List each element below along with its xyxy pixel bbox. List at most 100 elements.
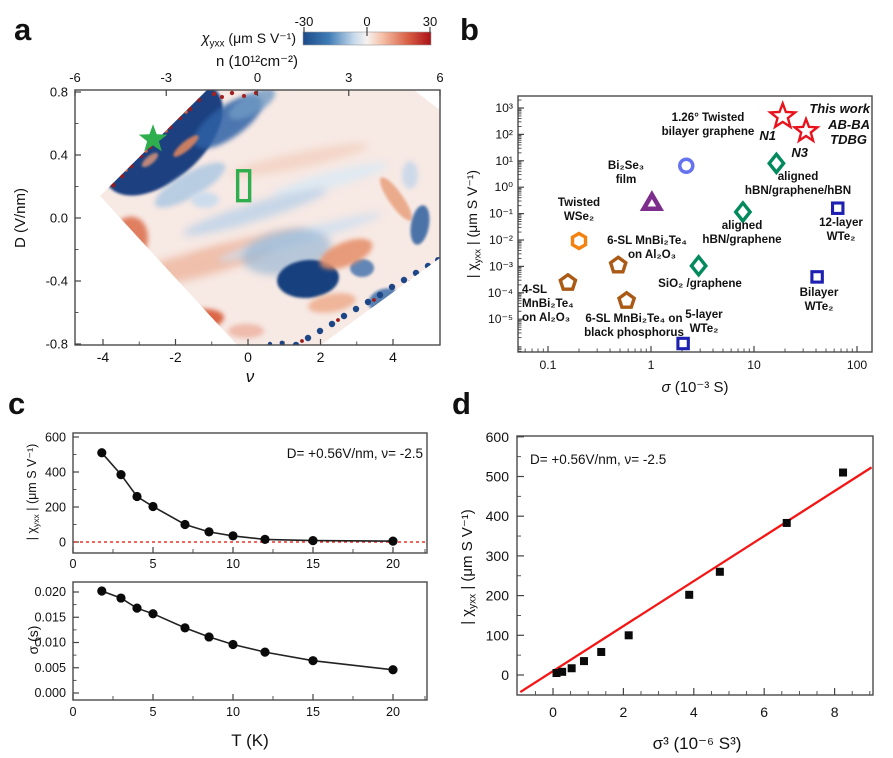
c-bottom-x-tick-label: 5 <box>149 705 156 719</box>
b-label-6sl-mnbi2te4-black-phosphorus: black phosphorus <box>584 326 684 339</box>
c-bottom-point <box>116 593 126 603</box>
c-top-point <box>97 448 107 458</box>
b-this-work-annotation: AB-BA <box>827 117 870 132</box>
c-bottom-y-axis-label: σ (s) <box>25 626 41 655</box>
b-y-axis-label: | χyxx | (μm S V⁻¹) <box>464 170 484 278</box>
c-top-point <box>132 491 142 502</box>
d-point <box>624 631 633 640</box>
c-bottom-x-tick-label: 10 <box>226 705 240 719</box>
c-top-y-tick-label: 200 <box>45 501 66 515</box>
b-label-12-layer-wte2: WTe₂ <box>827 230 856 243</box>
c-bottom-point <box>388 665 398 675</box>
a-star-marker <box>138 124 168 152</box>
c-top-point <box>228 531 238 541</box>
panel-d-letter: d <box>452 386 471 421</box>
colorbar-tick-label: 30 <box>423 14 437 29</box>
colorbar-title: χyxx (μm S V⁻¹) <box>200 30 296 50</box>
panel-a-letter: a <box>14 12 32 47</box>
d-point <box>558 667 567 676</box>
c-bottom-y-tick-label: 0.015 <box>34 610 66 624</box>
b-marker-tdbg-n3 <box>791 115 821 144</box>
d-y-tick-label: 600 <box>486 429 510 445</box>
c-top-line <box>101 452 394 542</box>
panel-a-axes: -6 -3 0 3 6 -4 -2 0 2 4 0.8 0.4 0.0 -0.4 -0.8 <box>46 70 444 365</box>
b-label-5-layer-wte2: WTe₂ <box>690 322 719 335</box>
b-marker-aligned-hbn-graphene <box>733 200 753 224</box>
b-x-axis-label: σ (10⁻³ S) <box>662 379 729 396</box>
a-top-tick-label: -3 <box>160 70 172 85</box>
b-marker-twisted-wse2 <box>570 231 588 251</box>
a-top-tick-label: 3 <box>345 70 352 85</box>
c-top-x-tick-label: 15 <box>306 557 320 571</box>
d-point <box>782 518 791 527</box>
b-label-twisted-bilayer-graphene: 1.26° Twisted <box>672 111 745 124</box>
d-x-tick-label: 6 <box>760 704 768 720</box>
b-marker-5-layer-wte2 <box>676 336 690 351</box>
a-x-tick-label: -4 <box>97 349 110 365</box>
b-label-bilayer-wte2: Bilayer <box>800 286 839 299</box>
d-y-tick-label: 500 <box>486 469 510 485</box>
b-this-work-annotation: N3 <box>791 145 808 160</box>
b-label-bilayer-wte2: WTe₂ <box>805 300 834 313</box>
heatmap-art <box>100 90 440 345</box>
c-x-axis-label: T (K) <box>231 731 268 750</box>
c-top-x-tick-label: 10 <box>226 557 240 571</box>
a-x-tick-label: 4 <box>389 349 397 365</box>
a-y-tick-label: -0.4 <box>46 274 68 289</box>
c-bottom-y-tick-label: 0.010 <box>34 636 66 650</box>
b-marker-bilayer-wte2 <box>810 270 824 284</box>
c-bottom-point <box>97 586 107 596</box>
b-label-twisted-wse2: Twisted <box>558 196 600 209</box>
d-point <box>715 567 724 576</box>
c-top-y-tick-label: 0 <box>59 536 66 550</box>
a-top-tick-label: -6 <box>69 70 81 85</box>
d-point <box>685 590 694 599</box>
b-marker-12-layer-wte2 <box>830 201 845 215</box>
b-label-5-layer-wte2: 5-layer <box>685 308 723 321</box>
c-bottom-x-tick-label: 15 <box>306 705 320 719</box>
d-point <box>552 669 561 678</box>
c-top-y-axis-label: | χyxx | (μm S V⁻¹) <box>25 444 41 541</box>
c-bottom-plot-frame <box>72 581 428 701</box>
d-point <box>567 664 576 673</box>
b-this-work-annotation: TDBG <box>830 132 867 147</box>
a-x-tick-label: 0 <box>244 349 252 365</box>
b-label-6sl-mnbi2te4-black-phosphorus: 6-SL MnBi₂Te₄ on <box>585 312 682 325</box>
panel-b-letter: b <box>460 12 479 47</box>
a-y-axis-label: D (V/nm) <box>12 188 29 248</box>
b-y-tick-label: 10² <box>495 127 513 141</box>
b-label-4sl-mnbi2te4-al2o3: on Al₂O₃ <box>522 311 570 324</box>
d-x-tick-label: 2 <box>620 704 628 720</box>
b-x-tick-label: 1 <box>648 358 655 372</box>
panel-d-plot: 0 2 4 6 8 0 100 200 300 400 500 600 <box>486 429 874 720</box>
b-label-12-layer-wte2: 12-layer <box>819 216 863 229</box>
c-top-plot-frame <box>72 432 428 554</box>
d-x-tick-label: 4 <box>690 704 698 720</box>
d-y-tick-label: 100 <box>486 627 510 643</box>
c-top-point <box>260 534 270 544</box>
c-bottom-point <box>204 632 214 642</box>
c-top-y-tick-label: 400 <box>45 466 66 480</box>
c-bottom-point <box>148 609 158 619</box>
b-x-tick-label: 100 <box>847 358 868 372</box>
d-fit-line <box>519 466 873 694</box>
d-y-axis-label: | χyxx | (μm S V⁻¹) <box>459 509 479 625</box>
c-bottom-line <box>101 590 394 671</box>
c-bottom-y-tick-label: 0.020 <box>34 585 66 599</box>
b-label-aligned-hbn-graphene: hBN/graphene <box>702 233 782 246</box>
c-bottom-y-tick-label: 0.000 <box>34 686 66 700</box>
b-y-tick-label: 10⁻⁴ <box>488 286 513 300</box>
d-plot-frame <box>516 435 874 696</box>
b-this-work-annotation: N1 <box>759 128 776 143</box>
c-bottom-point <box>308 656 318 666</box>
colorbar-tick-label: 0 <box>363 14 370 29</box>
b-y-tick-label: 10⁻¹ <box>489 207 513 221</box>
b-y-tick-label: 10¹ <box>495 154 513 168</box>
a-x-tick-label: -2 <box>169 349 182 365</box>
b-x-tick-label: 10 <box>747 358 761 372</box>
d-point <box>839 468 848 477</box>
c-top-point <box>388 536 398 546</box>
c-top-point <box>308 536 318 546</box>
c-top-point <box>148 501 158 512</box>
